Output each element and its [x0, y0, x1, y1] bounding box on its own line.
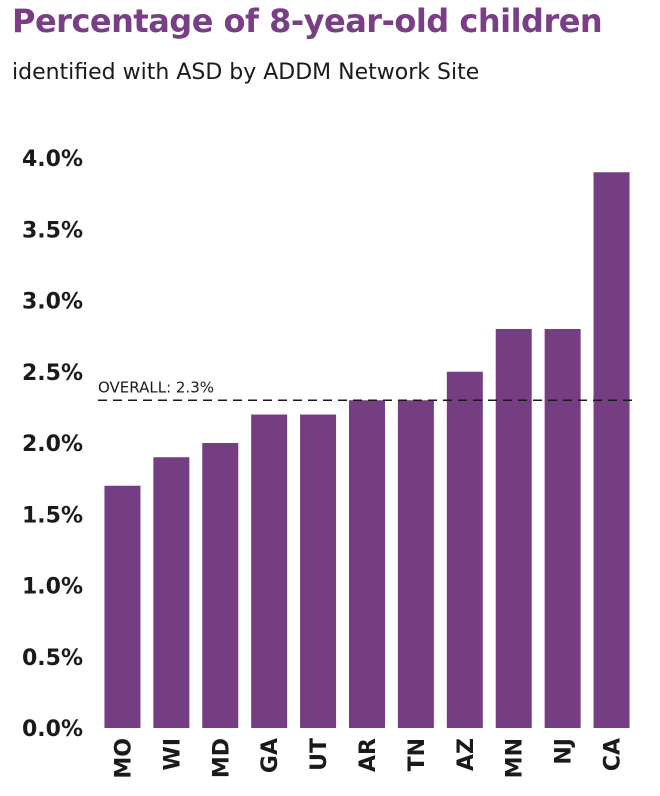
x-tick-label: AZ	[454, 738, 479, 771]
bar-ca	[593, 172, 630, 728]
y-tick-label: 2.0%	[22, 432, 83, 457]
y-tick-label: 1.0%	[22, 575, 83, 600]
y-tick-label: 4.0%	[22, 147, 83, 172]
bar-wi	[153, 457, 190, 728]
y-tick-label: 3.0%	[22, 290, 83, 315]
bar-ar	[349, 400, 385, 728]
x-tick-label: UT	[307, 738, 332, 771]
overall-reference-label: OVERALL: 2.3%	[98, 378, 214, 396]
y-tick-label: 0.5%	[22, 646, 83, 671]
bar-mo	[104, 485, 141, 728]
x-tick-label: MO	[111, 738, 136, 779]
bar-tn	[397, 400, 434, 728]
bar-nj	[544, 329, 581, 728]
y-tick-label: 0.0%	[22, 717, 83, 742]
y-tick-label: 1.5%	[22, 503, 83, 528]
bar-az	[446, 371, 483, 728]
x-tick-label: MN	[503, 738, 528, 778]
x-tick-label: TN	[405, 738, 430, 771]
x-tick-label: GA	[258, 738, 283, 773]
bar-ga	[251, 414, 288, 728]
x-tick-label: NJ	[552, 738, 577, 765]
x-tick-label: WI	[160, 738, 185, 770]
bar-md	[202, 443, 239, 728]
chart-subtitle: identified with ASD by ADDM Network Site	[12, 60, 480, 85]
y-tick-label: 2.5%	[22, 361, 83, 386]
bar-ut	[300, 414, 337, 728]
bar-mn	[495, 329, 532, 728]
x-tick-label: AR	[356, 738, 381, 772]
y-tick-label: 3.5%	[22, 218, 83, 243]
x-tick-label: CA	[601, 738, 626, 771]
x-tick-label: MD	[209, 738, 234, 778]
chart-title: Percentage of 8-year-old children	[12, 2, 603, 40]
